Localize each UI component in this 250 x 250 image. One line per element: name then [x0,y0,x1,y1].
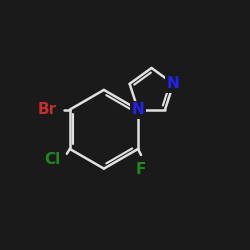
Text: Br: Br [38,102,56,117]
Text: Cl: Cl [44,152,61,167]
Text: N: N [132,102,144,117]
Text: N: N [167,76,180,92]
Text: F: F [136,162,146,177]
